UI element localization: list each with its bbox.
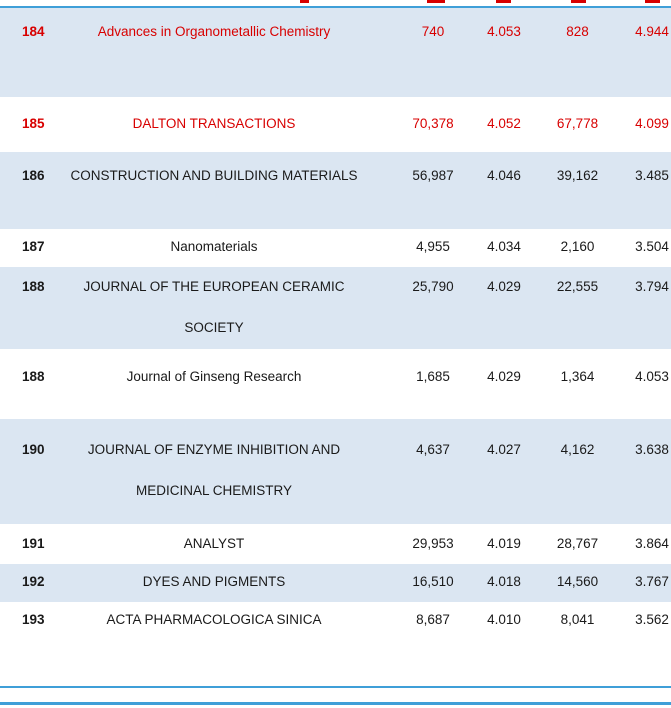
journal-name: DYES AND PIGMENTS xyxy=(142,574,286,589)
clipped-text-fragment xyxy=(645,0,660,3)
rank-cell: 187 xyxy=(22,239,45,254)
clipped-previous-row xyxy=(0,0,671,8)
journal-name-cell: Journal of Ginseng Research xyxy=(64,369,364,384)
table-row: 188 Journal of Ginseng Research 1,685 4.… xyxy=(0,349,671,419)
journal-name-cell: ANALYST xyxy=(64,536,364,551)
table-row: 186 CONSTRUCTION AND BUILDING MATERIALS … xyxy=(0,152,671,229)
num-cell-2: 4.027 xyxy=(487,442,521,457)
num-cell-1: 56,987 xyxy=(412,168,454,183)
blank-space xyxy=(0,640,671,686)
rank-cell: 188 xyxy=(22,279,45,294)
rank-cell: 193 xyxy=(22,612,45,627)
rank-cell: 186 xyxy=(22,168,45,183)
journal-name-cell: CONSTRUCTION AND BUILDING MATERIALS xyxy=(64,168,364,183)
num-cell-2: 4.029 xyxy=(487,279,521,294)
num-cell-1: 8,687 xyxy=(416,612,450,627)
num-cell-4: 3.767 xyxy=(635,574,669,589)
num-cell-2: 4.019 xyxy=(487,536,521,551)
journal-name-cell: Nanomaterials xyxy=(64,239,364,254)
num-cell-1: 1,685 xyxy=(416,369,450,384)
table-row: 193 ACTA PHARMACOLOGICA SINICA 8,687 4.0… xyxy=(0,602,671,640)
num-cell-4: 4.053 xyxy=(635,369,669,384)
journal-name-cell: DYES AND PIGMENTS xyxy=(64,574,364,589)
journal-name-cell: JOURNAL OF ENZYME INHIBITION AND MEDICIN… xyxy=(64,442,364,498)
table-row: 190 JOURNAL OF ENZYME INHIBITION AND MED… xyxy=(0,419,671,524)
journal-name-cell: DALTON TRANSACTIONS xyxy=(64,116,364,131)
num-cell-2: 4.029 xyxy=(487,369,521,384)
num-cell-4: 4.944 xyxy=(635,24,669,39)
clipped-text-fragment xyxy=(571,0,586,3)
num-cell-1: 740 xyxy=(421,24,445,39)
num-cell-3: 28,767 xyxy=(556,536,599,551)
table-row: 191 ANALYST 29,953 4.019 28,767 3.864 xyxy=(0,524,671,564)
table-row: 192 DYES AND PIGMENTS 16,510 4.018 14,56… xyxy=(0,564,671,602)
journal-name-cell: Advances in Organometallic Chemistry xyxy=(64,24,364,39)
clipped-text-fragment xyxy=(427,0,445,3)
num-cell-3: 14,560 xyxy=(556,574,599,589)
num-cell-3: 828 xyxy=(566,24,589,39)
rank-cell: 185 xyxy=(22,116,45,131)
num-cell-3: 1,364 xyxy=(560,369,595,384)
num-cell-3: 67,778 xyxy=(556,116,599,131)
num-cell-3: 22,555 xyxy=(556,279,599,294)
num-cell-1: 70,378 xyxy=(412,116,454,131)
num-cell-3: 2,160 xyxy=(560,239,595,254)
rank-cell: 184 xyxy=(22,24,45,39)
journal-name: DALTON TRANSACTIONS xyxy=(132,116,296,131)
num-cell-4: 3.864 xyxy=(635,536,669,551)
table-row: 185 DALTON TRANSACTIONS 70,378 4.052 67,… xyxy=(0,97,671,152)
num-cell-2: 4.018 xyxy=(487,574,521,589)
num-cell-1: 4,637 xyxy=(416,442,450,457)
journal-name: JOURNAL OF THE EUROPEAN CERAMIC xyxy=(83,279,345,294)
num-cell-4: 3.485 xyxy=(635,168,669,183)
num-cell-3: 39,162 xyxy=(556,168,599,183)
journal-name: Nanomaterials xyxy=(170,239,258,254)
num-cell-2: 4.034 xyxy=(487,239,521,254)
journal-name-line2: MEDICINAL CHEMISTRY xyxy=(135,483,293,498)
table-bottom-rule xyxy=(0,686,671,688)
journal-name: CONSTRUCTION AND BUILDING MATERIALS xyxy=(70,168,358,183)
rank-cell: 188 xyxy=(22,369,45,384)
journal-name: ACTA PHARMACOLOGICA SINICA xyxy=(106,612,322,627)
num-cell-3: 4,162 xyxy=(560,442,595,457)
journal-name-line2: SOCIETY xyxy=(184,320,244,335)
journal-name: JOURNAL OF ENZYME INHIBITION AND xyxy=(87,442,341,457)
num-cell-4: 3.794 xyxy=(635,279,669,294)
journal-name-cell: ACTA PHARMACOLOGICA SINICA xyxy=(64,612,364,627)
table-row: 184 Advances in Organometallic Chemistry… xyxy=(0,8,671,97)
num-cell-1: 16,510 xyxy=(412,574,454,589)
num-cell-4: 3.504 xyxy=(635,239,669,254)
page-bottom-rule xyxy=(0,702,671,705)
num-cell-2: 4.046 xyxy=(487,168,521,183)
table-row: 187 Nanomaterials 4,955 4.034 2,160 3.50… xyxy=(0,229,671,267)
rank-cell: 190 xyxy=(22,442,45,457)
journal-name: Advances in Organometallic Chemistry xyxy=(97,24,331,39)
num-cell-1: 29,953 xyxy=(412,536,454,551)
table-row: 188 JOURNAL OF THE EUROPEAN CERAMIC SOCI… xyxy=(0,267,671,349)
num-cell-4: 3.562 xyxy=(635,612,669,627)
clipped-text-fragment xyxy=(300,0,309,3)
journal-name: ANALYST xyxy=(183,536,245,551)
num-cell-2: 4.053 xyxy=(487,24,521,39)
num-cell-4: 4.099 xyxy=(635,116,669,131)
num-cell-1: 25,790 xyxy=(412,279,454,294)
rank-cell: 192 xyxy=(22,574,45,589)
rule-gap xyxy=(0,688,671,702)
num-cell-3: 8,041 xyxy=(560,612,595,627)
journal-name-cell: JOURNAL OF THE EUROPEAN CERAMIC SOCIETY xyxy=(64,279,364,335)
num-cell-2: 4.010 xyxy=(487,612,521,627)
rank-cell: 191 xyxy=(22,536,45,551)
num-cell-1: 4,955 xyxy=(416,239,450,254)
clipped-text-fragment xyxy=(496,0,511,3)
num-cell-2: 4.052 xyxy=(487,116,521,131)
num-cell-4: 3.638 xyxy=(635,442,669,457)
journal-name: Journal of Ginseng Research xyxy=(126,369,302,384)
